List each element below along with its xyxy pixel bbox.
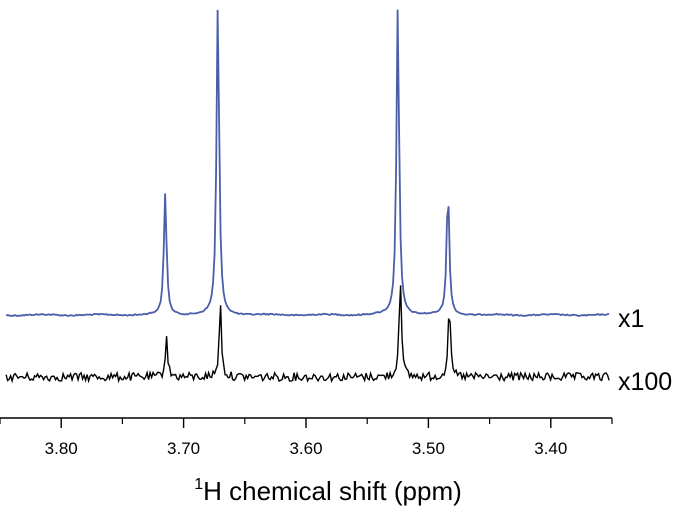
plot-area xyxy=(5,9,610,384)
x-tick-label: 3.50 xyxy=(412,439,445,458)
series-label-x1: x1 xyxy=(618,305,644,333)
trace-x100 xyxy=(5,285,610,384)
series-label-x100: x100 xyxy=(618,368,672,396)
x-tick-label: 3.80 xyxy=(45,439,78,458)
trace-x1 xyxy=(5,9,610,317)
x-axis-title: 1H chemical shift (ppm) xyxy=(194,476,462,506)
x-tick-label: 3.40 xyxy=(534,439,567,458)
x-tick-label: 3.70 xyxy=(167,439,200,458)
x-axis: 3.80 3.70 3.60 3.50 3.40 xyxy=(0,417,613,458)
x-tick-label: 3.60 xyxy=(289,439,322,458)
x-axis-title-superscript: 1 xyxy=(194,476,203,493)
x-axis-title-text: H chemical shift (ppm) xyxy=(203,476,462,506)
